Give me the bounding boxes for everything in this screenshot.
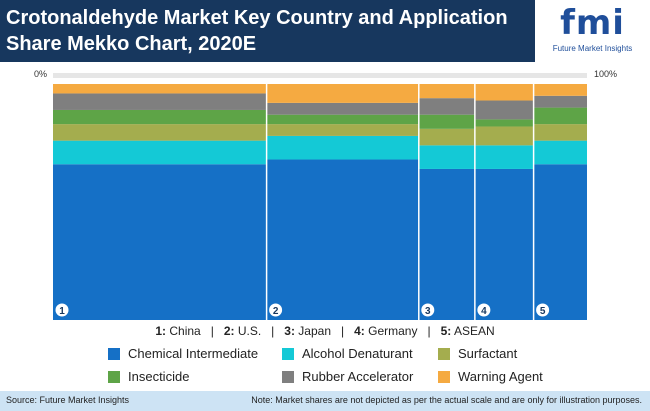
- logo-text: fmi: [560, 3, 625, 43]
- legend-swatch: [108, 371, 120, 383]
- legend-swatch: [282, 371, 294, 383]
- category-key-number: 5:: [440, 324, 452, 338]
- category-key-item: 1: China: [155, 324, 200, 338]
- key-separator: |: [210, 324, 214, 338]
- segment-us-chemical-intermediate: [266, 159, 419, 320]
- column-marker-circle: [536, 303, 550, 317]
- category-key-item: 2: U.S.: [224, 324, 261, 338]
- column-marker-3: 3: [421, 303, 435, 317]
- segment-us-surfactant: [266, 124, 419, 136]
- segment-asean-insecticide: [533, 107, 587, 125]
- segment-japan-alcohol-denaturant: [418, 145, 475, 169]
- segment-germany-surfactant: [474, 126, 534, 146]
- segment-germany-chemical-intermediate: [474, 168, 534, 320]
- column-marker-4: 4: [477, 303, 491, 317]
- legend-item-insecticide: Insecticide: [108, 370, 189, 384]
- legend-item-surfactant: Surfactant: [438, 347, 517, 361]
- segment-asean-warning-agent: [533, 84, 587, 96]
- column-marker-number: 5: [540, 306, 546, 317]
- mekko-chart: 1 2 3 4 5: [53, 73, 587, 320]
- legend-item-rubber-accelerator: Rubber Accelerator: [282, 370, 413, 384]
- segment-germany-warning-agent: [474, 84, 534, 101]
- category-key-number: 4:: [354, 324, 365, 338]
- column-marker-number: 4: [481, 306, 487, 317]
- legend-swatch: [108, 348, 120, 360]
- segment-china-insecticide: [53, 109, 267, 125]
- segment-us-alcohol-denaturant: [266, 135, 419, 160]
- legend-item-chemical-intermediate: Chemical Intermediate: [108, 347, 258, 361]
- logo-subtitle: Future Market Insights: [552, 44, 633, 53]
- legend-label: Chemical Intermediate: [128, 346, 259, 361]
- category-key-name: U.S.: [234, 324, 262, 338]
- chart-title-line1: Crotonaldehyde Market Key Country and Ap…: [6, 7, 508, 29]
- column-marker-circle: [55, 303, 69, 317]
- segment-china-surfactant: [53, 124, 267, 141]
- segment-japan-warning-agent: [418, 84, 475, 99]
- column-marker-number: 1: [59, 306, 65, 317]
- legend-label: Rubber Accelerator: [302, 369, 414, 384]
- note-text: Note: Market shares are not depicted as …: [251, 395, 642, 405]
- segment-china-alcohol-denaturant: [53, 140, 267, 165]
- segment-us-rubber-accelerator: [266, 102, 419, 115]
- segment-asean-surfactant: [533, 124, 587, 141]
- axis-min-label: 0%: [34, 69, 48, 79]
- category-key-name: China: [166, 324, 201, 338]
- legend-label: Insecticide: [128, 369, 190, 384]
- legend-label: Alcohol Denaturant: [302, 346, 413, 361]
- key-separator: |: [427, 324, 431, 338]
- segment-china-chemical-intermediate: [53, 164, 267, 320]
- legend-label: Warning Agent: [458, 369, 543, 384]
- segment-japan-rubber-accelerator: [418, 98, 475, 115]
- column-marker-circle: [421, 303, 435, 317]
- legend-label: Surfactant: [458, 346, 518, 361]
- segment-asean-chemical-intermediate: [533, 164, 587, 320]
- category-key-item: 4: Germany: [354, 324, 417, 338]
- category-key-number: 2:: [223, 324, 235, 338]
- category-key-name: ASEAN: [451, 324, 495, 338]
- column-marker-number: 3: [425, 306, 431, 317]
- key-separator: |: [341, 324, 345, 338]
- axis-max-label: 100%: [594, 69, 618, 79]
- header-banner: Crotonaldehyde Market Key Country and Ap…: [0, 0, 650, 62]
- source-text: Source: Future Market Insights: [6, 395, 130, 405]
- column-marker-number: 2: [273, 306, 279, 317]
- legend-item-alcohol-denaturant: Alcohol Denaturant: [282, 347, 413, 361]
- column-marker-5: 5: [536, 303, 550, 317]
- category-key-name: Germany: [364, 324, 418, 338]
- segment-japan-insecticide: [418, 114, 475, 129]
- category-key-number: 1:: [155, 324, 167, 338]
- legend-swatch: [438, 348, 450, 360]
- column-marker-2: 2: [269, 303, 283, 317]
- segment-china-rubber-accelerator: [53, 93, 267, 110]
- segment-japan-surfactant: [418, 128, 475, 146]
- column-marker-circle: [269, 303, 283, 317]
- segment-asean-alcohol-denaturant: [533, 140, 587, 165]
- segment-us-insecticide: [266, 114, 419, 125]
- category-key-name: Japan: [294, 324, 331, 338]
- category-key-number: 3:: [284, 324, 295, 338]
- key-separator: |: [271, 324, 275, 338]
- segment-us-warning-agent: [266, 84, 419, 103]
- legend-swatch: [282, 348, 294, 360]
- segment-china-warning-agent: [53, 84, 267, 94]
- column-marker-1: 1: [55, 303, 69, 317]
- segment-asean-rubber-accelerator: [533, 95, 587, 108]
- category-key: 1: China | 2: U.S. | 3: Japan | 4: Germany | 5: …: [0, 324, 650, 338]
- segment-germany-alcohol-denaturant: [474, 145, 534, 169]
- column-marker-circle: [477, 303, 491, 317]
- axis-guide-bar: [53, 73, 587, 78]
- segment-japan-chemical-intermediate: [418, 168, 475, 320]
- legend-item-warning-agent: Warning Agent: [438, 370, 543, 384]
- fmi-logo: fmi Future Market Insights: [535, 0, 650, 62]
- segment-germany-insecticide: [474, 119, 534, 127]
- footer: Source: Future Market Insights Note: Mar…: [0, 391, 650, 411]
- legend-swatch: [438, 371, 450, 383]
- chart-title-line2: Share Mekko Chart, 2020E: [6, 33, 257, 55]
- segment-germany-rubber-accelerator: [474, 100, 534, 120]
- category-key-item: 5: ASEAN: [441, 324, 495, 338]
- chart-title: Crotonaldehyde Market Key Country and Ap…: [6, 5, 526, 57]
- category-key-item: 3: Japan: [284, 324, 331, 338]
